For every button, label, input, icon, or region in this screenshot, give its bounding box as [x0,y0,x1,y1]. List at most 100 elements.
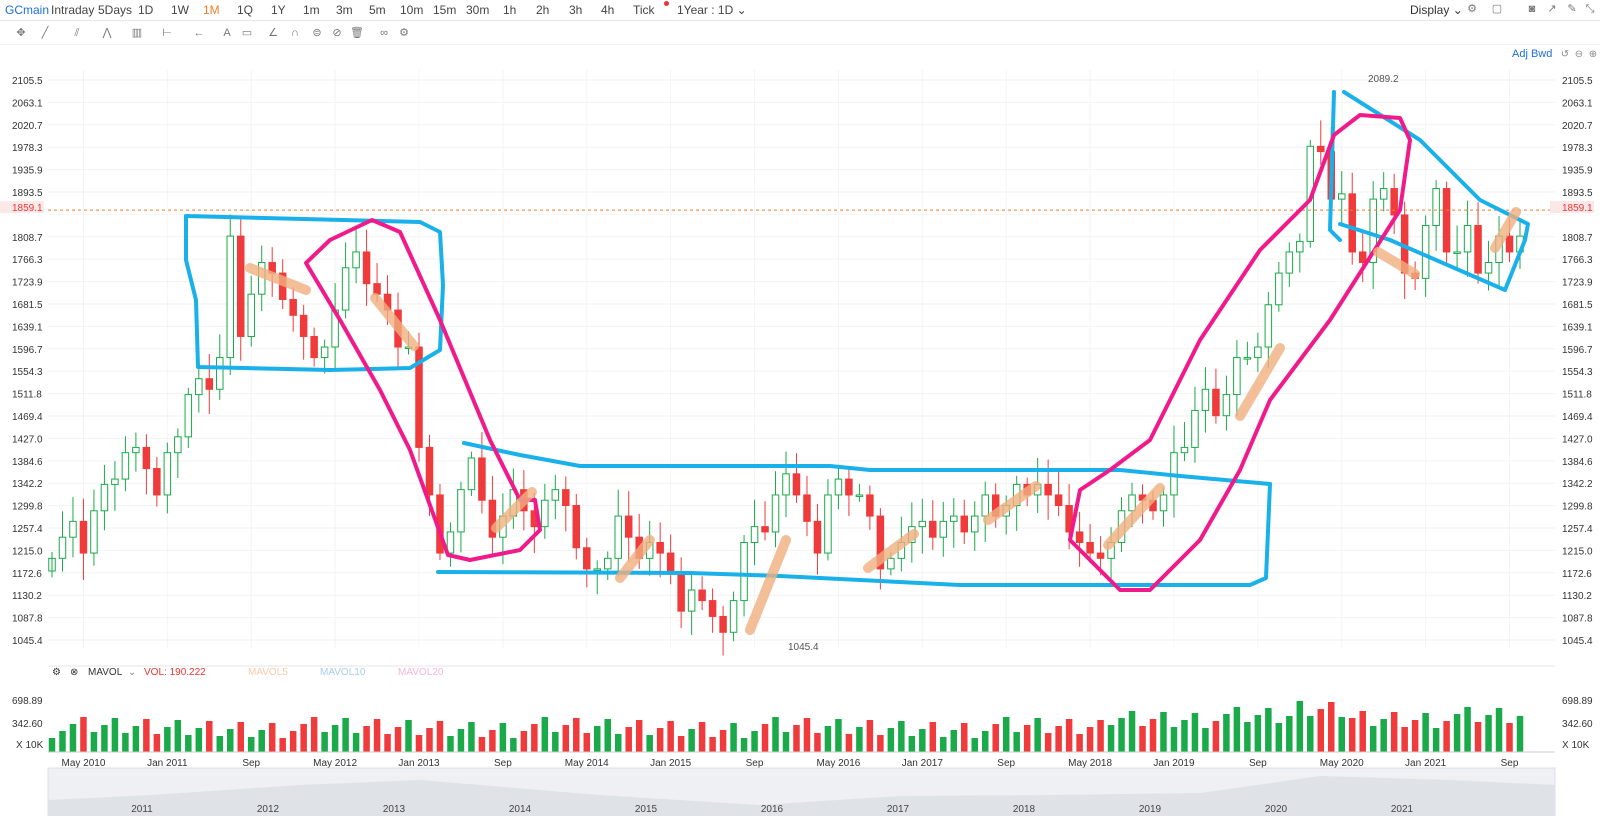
gear-icon[interactable]: ⚙ [1467,3,1477,15]
candle-body [866,494,874,517]
tab-1m[interactable]: 1M [203,3,220,17]
magnet-icon[interactable]: ∩ [291,27,299,39]
tab-2h[interactable]: 2h [536,3,550,17]
candle-body [960,515,969,533]
candle-body [446,531,455,554]
volume-bar [835,719,842,752]
candle-body [771,494,780,533]
zoom-in-icon[interactable]: ⊕ [1588,49,1598,60]
orange-highlights [245,207,1521,635]
tab-10min[interactable]: 10m [400,3,424,17]
tab-1q[interactable]: 1Q [237,3,254,17]
arrow-tool-icon[interactable]: ← [193,27,205,39]
candle-body [415,346,423,448]
volume-bar [751,731,758,752]
y-tick-label: 1215.0 [12,546,43,557]
settings-icon[interactable]: ⚙ [399,27,409,39]
line-tool-icon[interactable]: ╱ [41,27,49,39]
tab-1y[interactable]: 1Y [271,3,286,17]
candle-body [1317,145,1325,153]
comment-tool-icon[interactable]: ▭ [241,27,253,39]
move-icon[interactable]: ✥ [16,27,26,39]
tab-15min[interactable]: 15m [433,3,457,17]
current-price-right: 1859.1 [1562,203,1593,214]
text-tool-icon[interactable]: A [223,27,231,39]
candle-body [708,600,717,617]
channel-tool-icon[interactable]: ⫽ [74,27,80,39]
ruler-icon[interactable]: ∠ [268,27,278,39]
tab-4h[interactable]: 4h [601,3,615,17]
y-tick-label: 1299.8 [12,502,43,513]
candle-body [970,515,979,533]
candle-body [1128,494,1136,512]
mavol5-label: MAVOL5 [248,667,288,678]
candle-body [1390,188,1398,216]
share-icon[interactable]: ↗ [1547,3,1557,15]
volume-bar [1464,707,1471,752]
volume-tick-342-left: 342.60 [12,719,43,730]
navigator-year-label: 2017 [887,804,910,815]
candle-body [79,520,88,554]
candle-body [195,378,203,396]
pattern-tool-icon[interactable]: ▥ [131,27,143,39]
tab-3h[interactable]: 3h [569,3,583,17]
volume-bar [992,724,999,752]
candle-body [792,473,801,496]
volume-bar [594,726,601,752]
tab-intraday[interactable]: Intraday [51,3,95,17]
volume-bar [761,724,769,752]
candle-body [551,489,560,501]
adjust-backward-label[interactable]: Adj Bwd [1512,48,1553,60]
x-tick-label: Sep [1501,758,1519,769]
display-menu[interactable]: Display ⌄ [1410,3,1463,17]
hide-icon[interactable]: ⊘ [332,27,342,39]
link-icon[interactable]: ∞ [380,27,388,39]
volume-bar [279,738,286,752]
y-tick-label: 1978.3 [12,143,43,154]
fullscreen-icon[interactable]: ⤡ [1585,3,1595,15]
volume-close-icon[interactable]: ⊗ [70,667,79,678]
volume-bar [1380,719,1387,752]
reset-icon[interactable]: ↺ [1560,49,1570,60]
tab-1min[interactable]: 1m [303,3,320,17]
candle-body [572,505,581,549]
chevron-down-icon[interactable]: ⌄ [128,667,137,678]
volume-indicator-name[interactable]: MAVOL [88,667,123,678]
edit-icon[interactable]: ✎ [1567,3,1577,15]
lock-icon[interactable]: ⊜ [312,27,322,39]
x-tick-label: May 2014 [565,758,609,769]
tab-30min[interactable]: 30m [466,3,490,17]
symbol-label[interactable]: GCmain [5,3,50,17]
tab-5days[interactable]: 5Days [98,3,133,17]
tab-1d[interactable]: 1D [138,3,154,17]
volume-bar [961,723,968,752]
volume-bar [384,734,391,752]
layout-icon[interactable]: ▢ [1491,3,1503,15]
candle-body [929,520,937,538]
volume-bar [908,736,916,752]
volume-bar [1233,707,1241,752]
volume-gear-icon[interactable]: ⚙ [52,667,61,678]
volume-bar [1506,723,1513,752]
volume-bar [1348,718,1356,752]
zoom-out-icon[interactable]: ⊖ [1574,49,1584,60]
volume-bar [1516,716,1524,752]
volume-bar [510,738,517,752]
range-selector[interactable]: 1Year : 1D ⌄ [677,3,747,17]
tab-5min[interactable]: 5m [369,3,386,17]
measure-tool-icon[interactable]: ⊢ [162,27,172,39]
tab-1w[interactable]: 1W [171,3,189,17]
tab-1h[interactable]: 1h [503,3,517,17]
zigzag-tool-icon[interactable]: ⋀ [102,27,112,39]
trash-icon[interactable]: 🗑 [350,27,364,39]
volume-bar [363,726,370,752]
volume-bar [635,720,643,752]
volume-bar [1328,702,1335,752]
candle-body [750,526,759,543]
tab-tick[interactable]: Tick [633,3,655,17]
candle-body [1191,409,1199,448]
navigator-year-label: 2014 [509,804,532,815]
tab-3min[interactable]: 3m [336,3,353,17]
camera-icon[interactable]: ◙ [1528,3,1536,15]
